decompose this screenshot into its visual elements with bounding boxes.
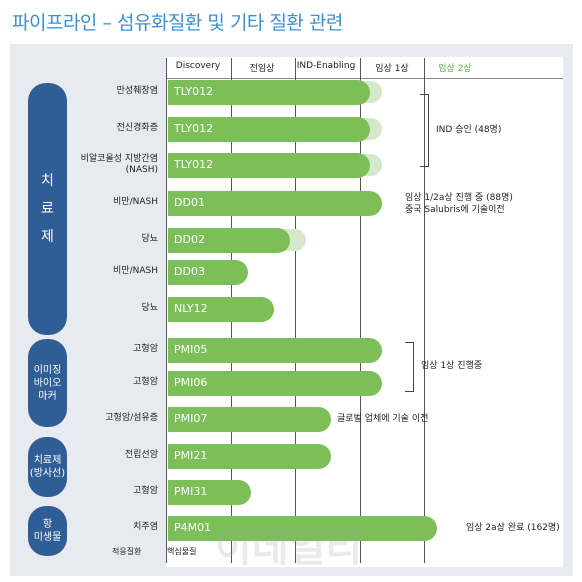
- compound-label: PMI06: [174, 376, 208, 389]
- compound-label: DD02: [174, 233, 205, 246]
- bracket-phase1: [405, 342, 414, 392]
- pipeline-bar: TLY012: [168, 153, 370, 178]
- phase-header: IND-Enabling: [296, 61, 356, 71]
- footer-indication: 적응질환: [112, 547, 142, 556]
- phase-divider: [360, 58, 361, 563]
- phase-header: Discovery: [175, 61, 221, 71]
- phase-divider: [424, 58, 425, 563]
- pipeline-bar: TLY012: [168, 80, 370, 105]
- pipeline-bar: P4M01: [168, 516, 437, 541]
- compound-label: TLY012: [174, 85, 214, 98]
- group-label: 치 료 제: [28, 83, 67, 335]
- compound-label: DD01: [174, 196, 205, 209]
- indication-label: 비알코올성 지방간염 (NASH): [80, 154, 158, 175]
- phase-divider: [295, 58, 296, 563]
- compound-label: PMI31: [174, 485, 208, 498]
- compound-label: PMI07: [174, 412, 208, 425]
- annotation-license: 글로벌 업체에 기술 이전: [337, 414, 429, 424]
- indication-label: 고형암/섬유증: [105, 413, 158, 423]
- compound-label: TLY012: [174, 158, 214, 171]
- pipeline-bar: PMI05: [168, 338, 383, 363]
- phase-header: 전임상: [249, 64, 275, 74]
- pipeline-bar: DD02: [168, 228, 290, 253]
- compound-label: DD03: [174, 265, 205, 278]
- compound-label: PMI21: [174, 449, 208, 462]
- group-label-text: 항 미생물: [33, 519, 62, 543]
- header-divider: [166, 78, 563, 79]
- group-label-text: 치 료 제: [41, 173, 54, 245]
- annotation-ind-approval: IND 승인 (48명): [436, 125, 502, 135]
- group-label-text: 이미징 바이오 마커: [33, 364, 62, 402]
- watermark-logo: 이데일리: [215, 525, 363, 571]
- phase-header: 임상 2상: [438, 64, 472, 74]
- pipeline-bar: NLY12: [168, 297, 274, 322]
- indication-label: 만성췌장염: [116, 86, 158, 96]
- indication-label: 비만/NASH: [113, 266, 158, 276]
- group-label: 이미징 바이오 마커: [28, 339, 67, 427]
- compound-label: TLY012: [174, 122, 214, 135]
- pipeline-bar: TLY012: [168, 117, 370, 142]
- indication-label: 치주염: [133, 522, 158, 532]
- group-label: 치료제 (방사선): [28, 437, 67, 497]
- indication-label: 당뇨: [141, 303, 158, 313]
- annotation-phase1: 임상 1상 진행중: [421, 361, 483, 371]
- pipeline-bar: PMI31: [168, 480, 252, 505]
- annotation-dd01: 임상 1/2a상 진행 중 (88명) 중국 Salubris에 기술이전: [405, 193, 513, 215]
- indication-label: 비만/NASH: [113, 197, 158, 207]
- bracket-ind: [420, 94, 429, 167]
- indication-label: 전립선암: [124, 450, 158, 460]
- compound-label: PMI05: [174, 343, 208, 356]
- annotation-p4m01: 임상 2a상 완료 (162명): [466, 523, 560, 533]
- indication-label: 당뇨: [141, 234, 158, 244]
- pipeline-bar: PMI07: [168, 407, 332, 432]
- pipeline-bar: PMI21: [168, 444, 332, 469]
- group-label-text: 치료제 (방사선): [29, 455, 66, 479]
- footer-compound: 핵심물질: [167, 547, 197, 556]
- phase-header: 임상 1상: [375, 64, 409, 74]
- pipeline-bar: DD03: [168, 260, 248, 285]
- indication-label: 고형암: [133, 377, 158, 387]
- pipeline-bar: PMI06: [168, 371, 383, 396]
- indication-label: 전신경화증: [116, 123, 158, 133]
- group-label: 항 미생물: [28, 506, 67, 556]
- page-title: 파이프라인 – 섬유화질환 및 기타 질환 관련: [12, 12, 343, 34]
- indication-label: 고형암: [133, 486, 158, 496]
- compound-label: P4M01: [174, 521, 212, 534]
- pipeline-bar: DD01: [168, 191, 383, 216]
- compound-label: NLY12: [174, 302, 208, 315]
- phase-divider: [166, 58, 167, 563]
- indication-label: 고형암: [133, 344, 158, 354]
